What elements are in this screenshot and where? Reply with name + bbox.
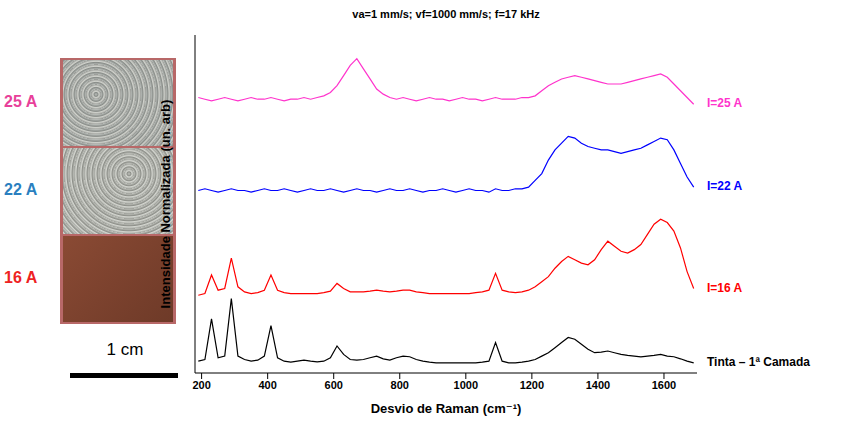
svg-text:Desvio de Raman (cm⁻¹): Desvio de Raman (cm⁻¹) [371,401,522,416]
html-text:I=16 A: I=16 A [707,280,743,295]
svg-text:1400: 1400 [586,379,610,391]
svg-text:600: 600 [325,379,343,391]
html-text:22 A: 22 A [4,181,38,198]
svg-text:400: 400 [258,379,276,391]
html-text:1 cm: 1 cm [106,340,144,359]
svg-text:200: 200 [192,379,210,391]
html-text:25 A: 25 A [4,93,38,110]
html-text:Tinta – 1ª Camada: Tinta – 1ª Camada [707,354,810,369]
html-text:I=22 A: I=22 A [707,179,743,194]
svg-text:Intensidade Normalizada (un. a: Intensidade Normalizada (un. arb) [158,100,173,309]
svg-text:800: 800 [391,379,409,391]
html-text:I=25 A: I=25 A [707,96,743,111]
svg-text:1600: 1600 [652,379,676,391]
svg-text:1200: 1200 [520,379,544,391]
svg-text:1000: 1000 [454,379,478,391]
html-text:16 A: 16 A [4,269,38,286]
html-text:va=1 mm/s; vf=1000 mm/s; f=17: va=1 mm/s; vf=1000 mm/s; f=17 kHz [352,8,540,20]
